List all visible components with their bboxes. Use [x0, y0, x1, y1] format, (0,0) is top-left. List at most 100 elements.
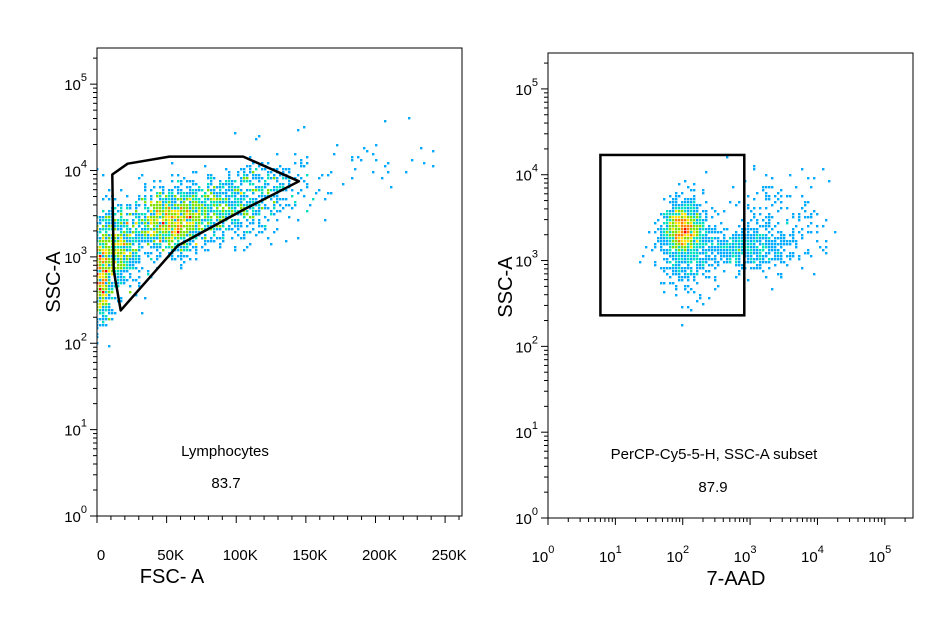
- density-dot: [663, 267, 666, 270]
- density-dot: [696, 264, 699, 267]
- density-dot: [132, 222, 135, 225]
- density-dot: [270, 189, 273, 192]
- density-dot: [97, 237, 99, 240]
- density-dot: [195, 201, 198, 204]
- density-dot: [165, 213, 168, 216]
- density-dot: [270, 171, 273, 174]
- density-dot: [357, 156, 360, 159]
- density-dot: [753, 213, 756, 216]
- density-dot: [216, 192, 219, 195]
- density-dot: [723, 261, 726, 264]
- density-dot: [219, 213, 222, 216]
- density-dot: [702, 225, 705, 228]
- density-dot: [159, 243, 162, 246]
- density-dot: [129, 252, 132, 255]
- density-dot: [108, 288, 111, 291]
- density-dot: [792, 255, 795, 258]
- density-dot: [114, 237, 117, 240]
- density-dot: [762, 246, 765, 249]
- density-dot: [183, 261, 186, 264]
- density-dot: [432, 165, 435, 168]
- density-dot: [675, 195, 678, 198]
- density-dot: [117, 252, 120, 255]
- density-dot: [231, 210, 234, 213]
- density-dot: [801, 207, 804, 210]
- density-dot: [252, 213, 255, 216]
- density-dot: [117, 279, 120, 282]
- density-dot: [144, 297, 147, 300]
- density-dot: [213, 228, 216, 231]
- density-dot: [126, 258, 129, 261]
- density-dot: [135, 237, 138, 240]
- density-dot: [654, 246, 657, 249]
- density-dot: [672, 264, 675, 267]
- density-dot: [228, 201, 231, 204]
- density-dot: [738, 225, 741, 228]
- density-dot: [159, 213, 162, 216]
- density-dot: [669, 237, 672, 240]
- density-dot: [132, 264, 135, 267]
- density-dot: [678, 225, 681, 228]
- density-dot: [222, 198, 225, 201]
- density-dot: [97, 297, 99, 300]
- density-dot: [693, 219, 696, 222]
- density-dot: [141, 234, 144, 237]
- density-dot: [120, 207, 123, 210]
- density-dot: [120, 264, 123, 267]
- density-dot: [97, 240, 99, 243]
- density-dot: [780, 240, 783, 243]
- density-dot: [105, 270, 108, 273]
- density-dot: [243, 192, 246, 195]
- density-dot: [678, 279, 681, 282]
- gate-polygon[interactable]: [111, 155, 301, 312]
- density-dot: [690, 219, 693, 222]
- density-dot: [231, 201, 234, 204]
- gate-rectangle[interactable]: [599, 153, 746, 317]
- density-dot: [714, 249, 717, 252]
- density-dot: [300, 189, 303, 192]
- density-dot: [237, 213, 240, 216]
- density-dot: [663, 198, 666, 201]
- density-dot: [690, 267, 693, 270]
- density-dot: [663, 282, 666, 285]
- density-dot: [147, 243, 150, 246]
- density-dot: [144, 204, 147, 207]
- density-dot: [771, 243, 774, 246]
- density-dot: [690, 213, 693, 216]
- density-dot: [681, 207, 684, 210]
- density-dot: [126, 243, 129, 246]
- density-dot: [705, 240, 708, 243]
- density-dot: [183, 207, 186, 210]
- density-dot: [279, 204, 282, 207]
- density-dot: [708, 255, 711, 258]
- density-dot: [123, 237, 126, 240]
- density-dot: [693, 273, 696, 276]
- density-dot: [210, 201, 213, 204]
- density-dot: [675, 207, 678, 210]
- density-dot: [192, 192, 195, 195]
- density-dot: [189, 219, 192, 222]
- density-dot: [225, 198, 228, 201]
- density-dot: [120, 219, 123, 222]
- density-dot: [672, 231, 675, 234]
- density-dot: [123, 225, 126, 228]
- density-dot: [669, 282, 672, 285]
- density-dot: [786, 219, 789, 222]
- density-dot: [660, 267, 663, 270]
- density-dot: [765, 186, 768, 189]
- density-dot: [717, 243, 720, 246]
- density-dot: [309, 204, 312, 207]
- density-dot: [237, 228, 240, 231]
- density-dot: [702, 189, 705, 192]
- density-dot: [708, 258, 711, 261]
- density-dot: [753, 165, 756, 168]
- density-dot: [111, 264, 114, 267]
- density-dot: [687, 186, 690, 189]
- density-dot: [195, 207, 198, 210]
- density-dot: [144, 198, 147, 201]
- density-dot: [126, 267, 129, 270]
- density-dot: [753, 234, 756, 237]
- density-dot: [141, 213, 144, 216]
- density-dot: [189, 195, 192, 198]
- density-dot: [129, 207, 132, 210]
